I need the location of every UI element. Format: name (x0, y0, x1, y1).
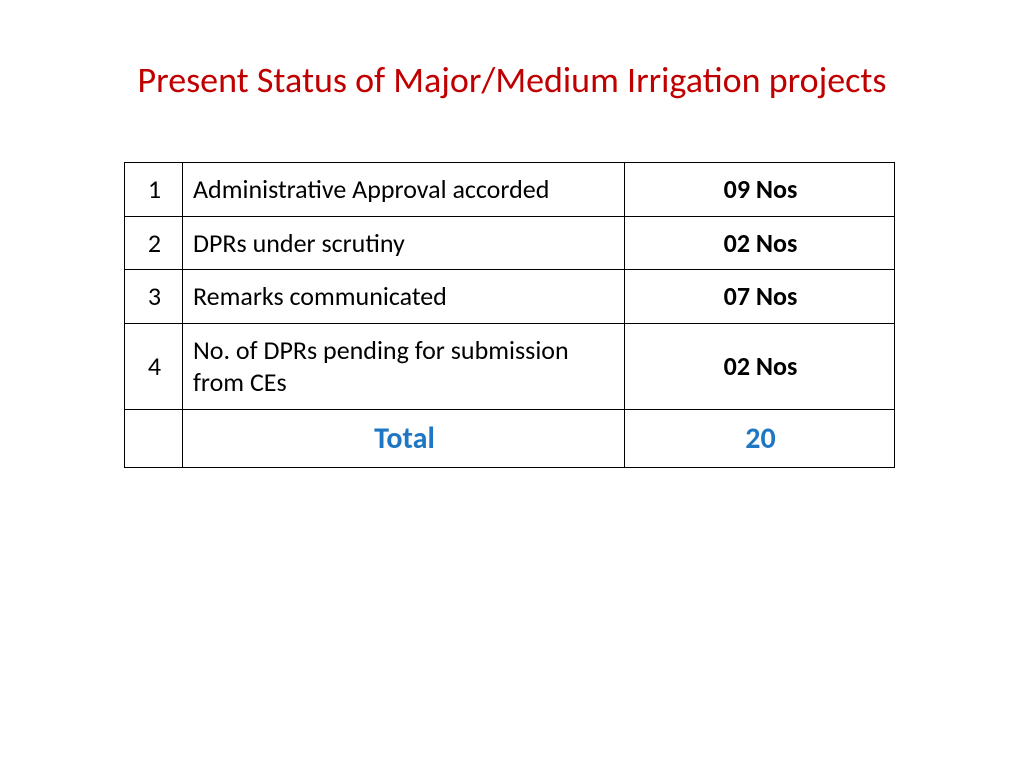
row-value: 02 Nos (625, 216, 895, 270)
row-value: 02 Nos (625, 323, 895, 409)
status-table-container: 1 Administrative Approval accorded 09 No… (124, 162, 894, 468)
total-number (125, 409, 183, 468)
row-number: 1 (125, 163, 183, 217)
row-number: 4 (125, 323, 183, 409)
row-number: 2 (125, 216, 183, 270)
row-value: 07 Nos (625, 270, 895, 324)
table-row: 4 No. of DPRs pending for submission fro… (125, 323, 895, 409)
row-description: No. of DPRs pending for submission from … (183, 323, 625, 409)
row-description: Administrative Approval accorded (183, 163, 625, 217)
row-number: 3 (125, 270, 183, 324)
table-row: 1 Administrative Approval accorded 09 No… (125, 163, 895, 217)
slide-title: Present Status of Major/Medium Irrigatio… (30, 58, 994, 102)
total-value: 20 (625, 409, 895, 468)
table-total-row: Total 20 (125, 409, 895, 468)
status-table: 1 Administrative Approval accorded 09 No… (124, 162, 895, 468)
row-value: 09 Nos (625, 163, 895, 217)
row-description: Remarks communicated (183, 270, 625, 324)
row-description: DPRs under scrutiny (183, 216, 625, 270)
slide: Present Status of Major/Medium Irrigatio… (0, 0, 1024, 768)
total-label: Total (183, 409, 625, 468)
table-row: 2 DPRs under scrutiny 02 Nos (125, 216, 895, 270)
table-row: 3 Remarks communicated 07 Nos (125, 270, 895, 324)
